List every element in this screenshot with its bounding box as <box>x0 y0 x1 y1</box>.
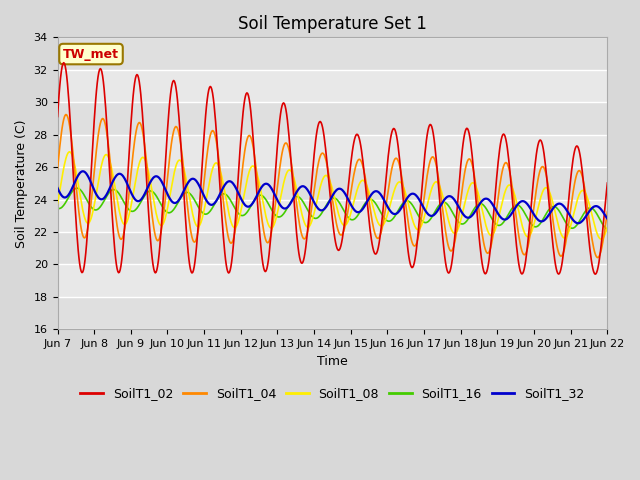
Bar <box>58 297 607 329</box>
Bar <box>58 37 607 70</box>
Y-axis label: Soil Temperature (C): Soil Temperature (C) <box>15 119 28 248</box>
Title: Soil Temperature Set 1: Soil Temperature Set 1 <box>238 15 427 33</box>
Bar <box>58 102 607 135</box>
X-axis label: Time: Time <box>317 355 348 368</box>
Bar <box>58 167 607 200</box>
Bar <box>58 232 607 264</box>
Text: TW_met: TW_met <box>63 48 119 60</box>
Legend: SoilT1_02, SoilT1_04, SoilT1_08, SoilT1_16, SoilT1_32: SoilT1_02, SoilT1_04, SoilT1_08, SoilT1_… <box>76 382 589 405</box>
